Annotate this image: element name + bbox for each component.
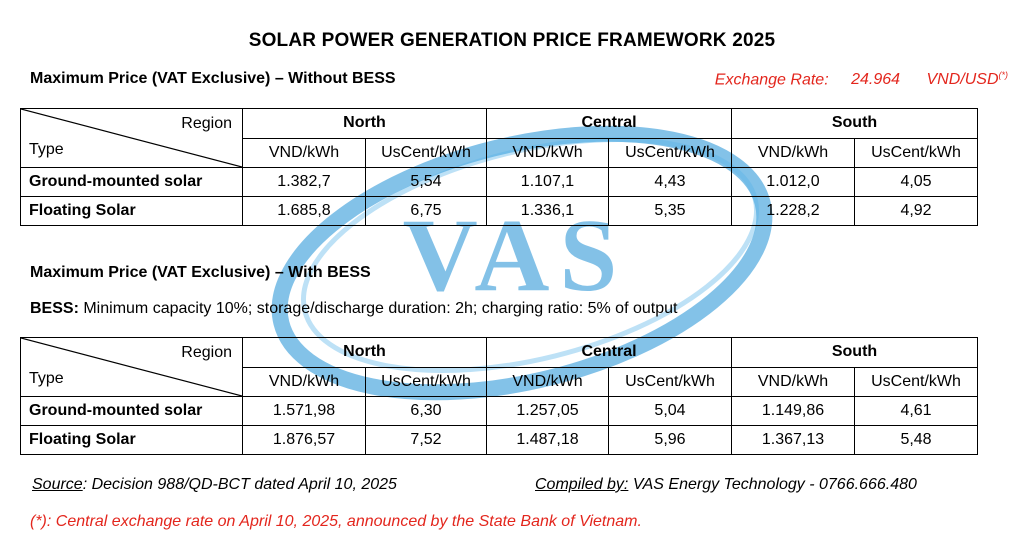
row-type-label: Ground-mounted solar: [20, 167, 243, 197]
unit-header: UsCent/kWh: [365, 366, 487, 397]
table-row: Ground-mounted solar 1.382,7 5,54 1.107,…: [20, 167, 979, 197]
price-cell: 6,30: [365, 396, 487, 426]
compiled-text: VAS Energy Technology - 0766.666.480: [628, 476, 917, 493]
exchange-rate-mark: (*): [998, 70, 1009, 80]
unit-header: UsCent/kWh: [365, 137, 487, 168]
compiled-by: Compiled by: VAS Energy Technology - 076…: [535, 476, 917, 494]
price-cell: 4,05: [853, 167, 979, 197]
page-title: SOLAR POWER GENERATION PRICE FRAMEWORK 2…: [248, 30, 776, 51]
unit-header: VND/kWh: [486, 366, 609, 397]
unit-header: VND/kWh: [242, 137, 366, 168]
type-header-label: Type: [29, 141, 64, 158]
price-cell: 1.571,98: [242, 396, 366, 426]
exchange-rate-footnote: (*): Central exchange rate on April 10, …: [30, 513, 642, 530]
price-cell: 1.382,7: [242, 167, 366, 197]
row-type-label: Ground-mounted solar: [20, 396, 243, 426]
price-cell: 1.487,18: [486, 425, 609, 455]
region-header-label: Region: [181, 344, 232, 361]
region-north-header: North: [242, 337, 487, 368]
price-cell: 1.012,0: [731, 167, 855, 197]
price-cell: 6,75: [365, 196, 487, 226]
table-row: Ground-mounted solar 1.571,98 6,30 1.257…: [20, 396, 979, 426]
compiled-label: Compiled by:: [535, 476, 629, 493]
price-cell: 1.367,13: [731, 425, 855, 455]
price-cell: 1.336,1: [486, 196, 609, 226]
price-cell: 1.149,86: [731, 396, 855, 426]
type-header-label: Type: [29, 370, 64, 387]
unit-header: UsCent/kWh: [608, 366, 732, 397]
region-header-label: Region: [181, 115, 232, 132]
region-central-header: Central: [486, 108, 732, 139]
price-cell: 4,61: [853, 396, 979, 426]
unit-header: UsCent/kWh: [608, 137, 732, 168]
region-north-header: North: [242, 108, 487, 139]
source-citation: Source: Decision 988/QD-BCT dated April …: [32, 476, 397, 494]
price-cell: 1.107,1: [486, 167, 609, 197]
table-row: Floating Solar 1.685,8 6,75 1.336,1 5,35…: [20, 196, 979, 226]
price-cell: 1.228,2: [731, 196, 855, 226]
price-cell: 5,48: [853, 425, 979, 455]
price-table-with-bess: Region Type North Central South VND/kWh …: [20, 337, 979, 455]
region-south-header: South: [730, 108, 979, 139]
without-bess-heading: Maximum Price (VAT Exclusive) – Without …: [30, 70, 396, 87]
unit-header: UsCent/kWh: [853, 137, 979, 168]
price-cell: 4,43: [608, 167, 732, 197]
price-cell: 5,96: [608, 425, 732, 455]
price-cell: 1.257,05: [486, 396, 609, 426]
unit-header: VND/kWh: [731, 366, 855, 397]
unit-header: UsCent/kWh: [853, 366, 979, 397]
exchange-rate-value: 24.964: [851, 71, 901, 89]
price-cell: 1.685,8: [242, 196, 366, 226]
price-cell: 5,04: [608, 396, 732, 426]
unit-header: VND/kWh: [731, 137, 855, 168]
row-type-label: Floating Solar: [20, 196, 243, 226]
price-cell: 5,54: [365, 167, 487, 197]
corner-diagonal-line: [21, 109, 242, 167]
exchange-rate: Exchange Rate: 24.964 VND/USD(*): [715, 70, 1008, 89]
exchange-rate-unit: VND/USD: [926, 71, 999, 89]
price-cell: 1.876,57: [242, 425, 366, 455]
unit-header: VND/kWh: [242, 366, 366, 397]
bess-note-text: Minimum capacity 10%; storage/discharge …: [78, 300, 678, 317]
price-table-without-bess: Region Type North Central South VND/kWh …: [20, 108, 979, 226]
exchange-rate-label: Exchange Rate:: [714, 71, 829, 89]
region-central-header: Central: [486, 337, 732, 368]
corner-diagonal-line: [21, 338, 242, 396]
unit-header: VND/kWh: [486, 137, 609, 168]
with-bess-heading: Maximum Price (VAT Exclusive) – With BES…: [30, 264, 371, 281]
table-row: Floating Solar 1.876,57 7,52 1.487,18 5,…: [20, 425, 979, 455]
table-corner-cell: Region Type: [20, 108, 243, 168]
price-cell: 7,52: [365, 425, 487, 455]
bess-note: BESS: Minimum capacity 10%; storage/disc…: [30, 300, 677, 318]
source-label: Source: [32, 476, 83, 493]
table-corner-cell: Region Type: [20, 337, 243, 397]
bess-note-label: BESS:: [30, 300, 79, 317]
price-cell: 5,35: [608, 196, 732, 226]
row-type-label: Floating Solar: [20, 425, 243, 455]
source-text: : Decision 988/QD-BCT dated April 10, 20…: [82, 476, 397, 493]
price-cell: 4,92: [853, 196, 979, 226]
region-south-header: South: [730, 337, 979, 368]
